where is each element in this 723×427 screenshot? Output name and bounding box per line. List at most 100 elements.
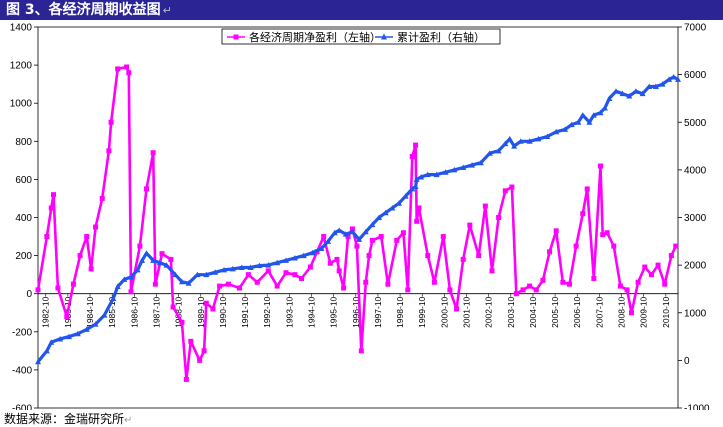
cycle-profit-point	[527, 283, 533, 289]
cycle-profit-point	[489, 268, 495, 274]
x-axis-tick-label: 2004-10	[528, 296, 538, 327]
cumulative-profit-point	[143, 250, 150, 256]
cycle-profit-point	[580, 211, 586, 217]
chart-canvas: -600 -400 -200 0 200 400 600 800 1000 1200 1400 -10…	[10, 23, 710, 411]
legend-box	[221, 28, 501, 45]
x-axis-tick-label: 1996-10	[351, 296, 361, 327]
cumulative-profit-point	[506, 135, 513, 142]
cumulative-profit-point	[101, 312, 108, 318]
cumulative-profit-point	[194, 271, 201, 278]
cycle-profit-point	[431, 279, 437, 285]
cycle-profit-point	[292, 272, 298, 278]
cycle-profit-point	[210, 306, 216, 312]
cycle-profit-point	[55, 285, 61, 291]
cycle-profit-point	[70, 281, 76, 287]
cumulative-profit-point	[418, 174, 425, 180]
cumulative-profit-point	[318, 245, 325, 251]
cumulative-profit-point	[66, 333, 73, 340]
cycle-profit-point	[183, 376, 189, 382]
cumulative-profit-point	[675, 76, 681, 82]
cycle-profit-point	[197, 357, 203, 363]
cumulative-profit-point	[606, 95, 613, 101]
cumulative-profit-point	[121, 276, 128, 282]
cumulative-profit-point	[460, 164, 467, 170]
cycle-profit-point	[560, 279, 566, 285]
cycle-profit-point	[299, 275, 305, 281]
x-axis-tick-label: 2006-10	[572, 296, 582, 327]
cumulative-profit-point	[632, 88, 639, 94]
cycle-profit-point	[168, 256, 174, 262]
cycle-profit-point	[553, 228, 559, 234]
cumulative-profit-point	[57, 335, 64, 342]
cycle-profit-point	[394, 237, 400, 243]
cycle-profit-point	[307, 264, 313, 270]
cycle-profit-point	[245, 272, 251, 278]
cumulative-profit-point	[300, 252, 307, 259]
cumulative-profit-point	[369, 221, 376, 228]
cumulative-profit-point	[376, 214, 383, 220]
left-axis-tick-label: 400	[15, 213, 32, 224]
x-axis-tick-label: 1988-10	[174, 296, 184, 327]
cycle-profit-point	[144, 186, 150, 192]
x-axis-tick-label: 2008-10	[617, 296, 627, 327]
cumulative-profit-point	[92, 321, 99, 327]
cumulative-profit-point	[221, 266, 228, 273]
x-axis-tick-label: 1990-10	[218, 296, 228, 327]
cumulative-profit-point	[139, 257, 146, 263]
cumulative-profit-point	[517, 138, 524, 144]
x-axis-tick-label: 1992-10	[262, 296, 272, 327]
paragraph-mark-icon: ↵	[162, 4, 172, 17]
x-axis-tick-label: 1987-10	[151, 296, 161, 327]
cumulative-profit-point	[43, 347, 50, 354]
cumulative-profit-point	[265, 262, 272, 268]
cycle-profit-point	[566, 281, 572, 287]
cumulative-profit-point	[553, 128, 560, 135]
cumulative-profit-point	[110, 295, 117, 301]
cumulative-profit-point	[331, 229, 338, 236]
cycle-profit-point	[409, 154, 415, 160]
cumulative-profit-point	[597, 109, 604, 116]
cycle-profit-point	[611, 243, 617, 249]
legend-marker-triangle	[381, 33, 387, 40]
cycle-profit-point	[369, 237, 375, 243]
cycle-profit-point	[64, 314, 70, 320]
cumulative-profit-point	[256, 262, 263, 269]
cumulative-profit-point	[362, 228, 369, 235]
cumulative-profit-point	[412, 183, 419, 190]
cycle-profit-point	[467, 222, 473, 228]
right-axis-tick-label: -1000	[684, 404, 710, 411]
cumulative-profit-point	[382, 209, 389, 216]
left-axis-tick-label: 200	[15, 251, 32, 262]
cycle-profit-point	[662, 281, 668, 287]
figure-title: 图 3、各经济周期收益图	[6, 2, 161, 18]
cycle-profit-point	[655, 262, 661, 268]
cycle-profit-series	[35, 64, 679, 382]
cycle-profit-point	[336, 268, 342, 274]
cumulative-profit-point	[659, 81, 666, 87]
cumulative-profit-point	[626, 93, 633, 99]
left-axis-tick-label: 800	[15, 137, 32, 148]
cumulative-profit-point	[325, 238, 332, 244]
left-axis-tick-label: 600	[15, 175, 32, 186]
cycle-profit-point	[533, 287, 539, 293]
x-axis-tick-label: 2005-10	[550, 296, 560, 327]
cumulative-profit-point	[35, 358, 41, 365]
right-axis-tick-label: 3000	[684, 213, 707, 224]
cycle-profit-point	[274, 283, 280, 289]
source-note: 数据来源：金瑞研究所↵	[4, 410, 132, 427]
right-axis-tick-label: 5000	[684, 118, 707, 129]
cycle-profit-point	[159, 251, 165, 257]
cycle-profit-point	[509, 184, 515, 190]
cumulative-profit-point	[336, 227, 343, 233]
legend-label-cycle: 各经济周期净盈利（左轴）	[249, 30, 381, 44]
cycle-profit-point	[673, 243, 679, 249]
cycle-profit-point	[170, 304, 176, 310]
cycle-profit-point	[447, 287, 453, 293]
cycle-profit-point	[77, 253, 83, 259]
cycle-profit-point	[321, 234, 327, 240]
x-axis-tick-label: 2010-10	[661, 296, 671, 327]
cumulative-profit-point	[526, 138, 533, 144]
cumulative-profit-point	[229, 265, 236, 272]
right-axis-tick-label: 6000	[684, 70, 707, 81]
x-axis-tick-label: 1995-10	[329, 296, 339, 327]
